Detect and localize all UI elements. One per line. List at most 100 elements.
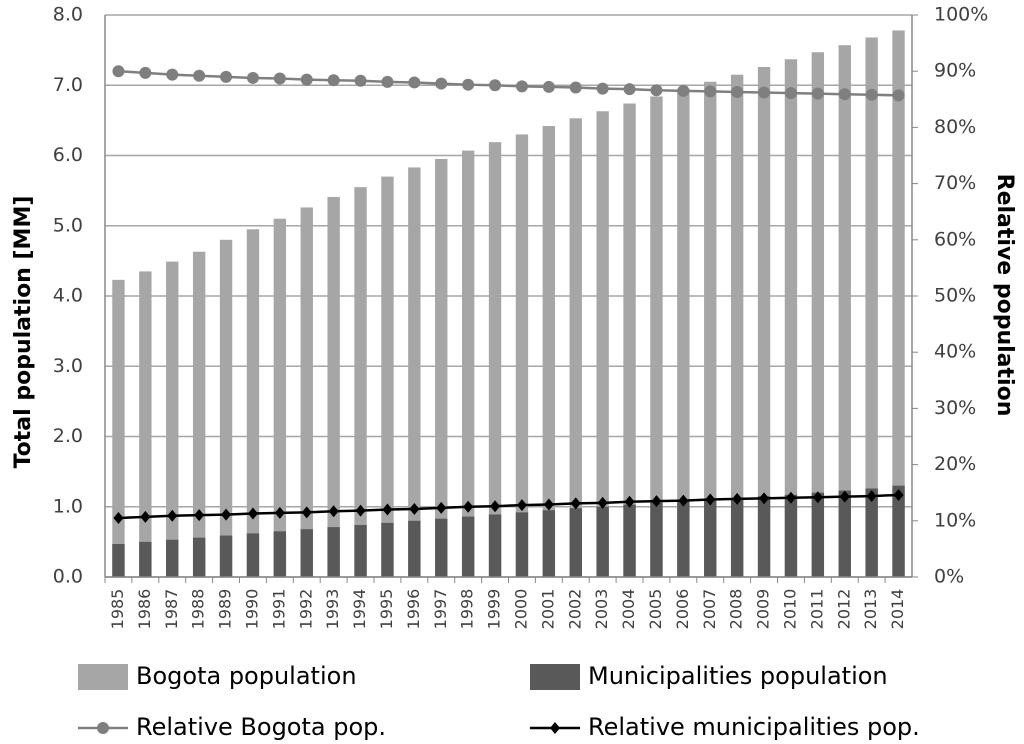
y-tick-label: 8.0 — [53, 4, 83, 26]
bar — [219, 535, 233, 577]
bar — [542, 510, 556, 577]
x-tick-label: 2010 — [780, 589, 799, 630]
point — [866, 490, 877, 503]
point — [328, 505, 339, 518]
x-tick-label: 1985 — [108, 589, 127, 630]
bar — [327, 196, 340, 577]
bar — [381, 176, 394, 577]
point — [140, 510, 151, 523]
x-tick-label: 2002 — [565, 589, 584, 630]
bar — [623, 504, 636, 577]
bar — [811, 52, 825, 578]
bar — [112, 279, 125, 577]
legend-swatch — [78, 664, 128, 690]
bar — [273, 531, 287, 577]
bar — [892, 30, 905, 577]
bar — [246, 533, 260, 577]
point — [650, 84, 663, 97]
point — [704, 85, 717, 98]
x-tick-label: 1995 — [377, 589, 396, 630]
point — [463, 500, 474, 513]
point — [247, 507, 258, 520]
y2-tick-label: 50% — [934, 285, 976, 307]
bar — [569, 118, 582, 577]
bar — [838, 45, 851, 577]
bar — [569, 508, 582, 577]
point — [759, 492, 770, 505]
bar — [408, 520, 421, 577]
x-tick-label: 1992 — [296, 589, 315, 630]
point — [732, 492, 743, 505]
bar — [381, 522, 394, 577]
point — [516, 499, 527, 512]
bar — [273, 218, 287, 577]
bar — [677, 501, 690, 577]
bar — [435, 518, 448, 577]
bar — [246, 229, 260, 577]
legend-swatch — [530, 664, 580, 690]
bar — [811, 492, 825, 577]
point — [758, 86, 771, 99]
point — [220, 70, 233, 83]
point — [597, 496, 608, 509]
point — [301, 506, 312, 519]
bar — [515, 134, 529, 578]
legend-marker — [550, 722, 560, 734]
point — [515, 80, 528, 93]
point — [811, 87, 824, 100]
point — [409, 502, 420, 515]
point — [166, 68, 179, 81]
x-tick-label: 2003 — [592, 589, 611, 630]
bar — [461, 516, 475, 577]
bar — [300, 207, 313, 578]
bar — [596, 506, 609, 577]
point — [435, 77, 448, 90]
x-tick-label: 2013 — [861, 589, 880, 630]
bar — [596, 111, 609, 578]
x-tick-label: 1998 — [458, 589, 477, 630]
bar — [677, 88, 690, 577]
legend-label: Municipalities population — [588, 662, 888, 690]
bar — [327, 527, 340, 577]
point — [354, 74, 367, 87]
point — [570, 497, 581, 510]
bar — [704, 81, 717, 578]
x-tick-label: 2001 — [538, 589, 557, 630]
x-tick-label: 1990 — [242, 589, 261, 630]
point — [112, 65, 125, 78]
bar — [865, 488, 878, 577]
point — [838, 88, 851, 101]
bar — [139, 271, 152, 577]
x-tick-label: 2004 — [619, 589, 638, 630]
bar — [112, 543, 125, 577]
point — [624, 495, 635, 508]
point — [489, 79, 502, 92]
point — [300, 73, 313, 86]
y-tick-label: 5.0 — [53, 214, 83, 236]
y2-tick-label: 70% — [934, 172, 976, 194]
point — [785, 491, 796, 504]
y2-tick-label: 0% — [934, 566, 964, 588]
x-tick-label: 2012 — [834, 589, 853, 630]
bar — [354, 525, 367, 577]
y2-tick-label: 20% — [934, 453, 976, 475]
point — [490, 500, 501, 513]
point — [812, 491, 823, 504]
x-tick-label: 2000 — [511, 589, 530, 630]
x-tick-label: 1988 — [189, 589, 208, 630]
bar — [704, 499, 717, 577]
point — [167, 509, 178, 522]
point — [893, 488, 904, 501]
bar — [408, 167, 421, 577]
y2-tick-label: 100% — [934, 4, 988, 26]
point — [327, 74, 340, 87]
point — [731, 85, 744, 98]
bar — [865, 37, 878, 578]
bar — [730, 498, 744, 577]
legend-label: Relative municipalities pop. — [588, 713, 920, 741]
point — [784, 87, 797, 100]
y-tick-label: 3.0 — [53, 355, 83, 377]
bar — [730, 74, 744, 578]
point — [382, 503, 393, 516]
